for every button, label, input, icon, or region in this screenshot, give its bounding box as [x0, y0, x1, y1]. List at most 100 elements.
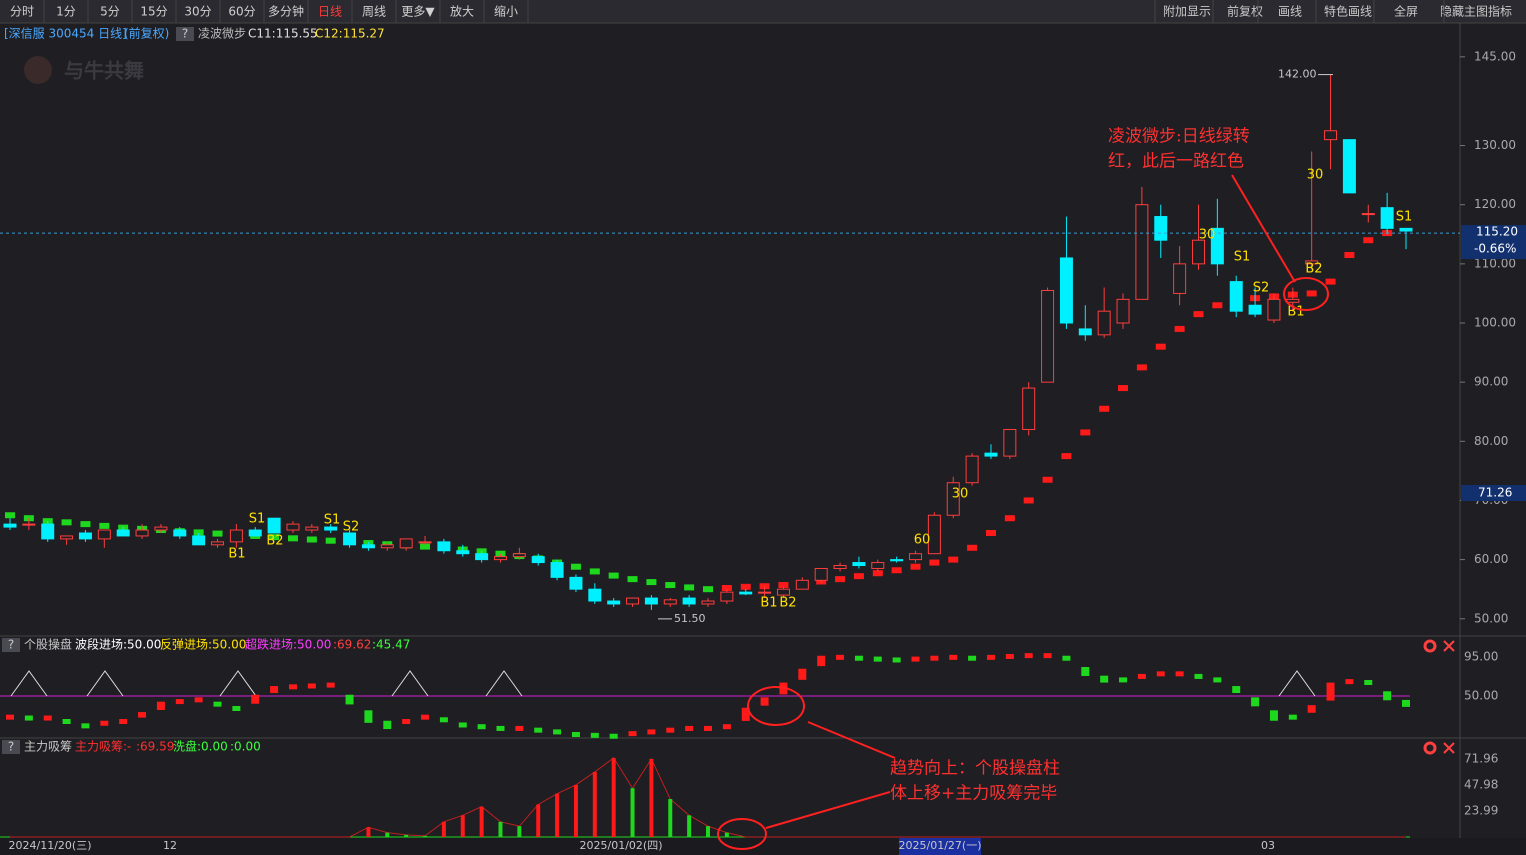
accumulation-bar	[404, 834, 409, 837]
settings-icon[interactable]	[1423, 741, 1437, 755]
toolbar-button[interactable]: 30分	[184, 5, 211, 19]
panel-title: 主力吸筹	[24, 740, 72, 754]
signal-label: 30	[1199, 228, 1216, 243]
highlight-circle	[717, 818, 767, 850]
settings-icon[interactable]	[1423, 639, 1437, 653]
trend-dot	[1325, 278, 1336, 285]
indicator-bar	[439, 717, 448, 723]
signal-label: B2	[1305, 262, 1322, 277]
accumulation-bar	[592, 771, 597, 837]
y-tick-label: 47.98	[1464, 777, 1498, 791]
trend-dot	[1155, 343, 1166, 350]
c11-label: C11:115.55	[248, 27, 318, 41]
signal-label: 30	[952, 487, 969, 502]
y-tick-label: 130.00	[1474, 138, 1516, 152]
candle-body	[512, 553, 526, 558]
candle-body	[267, 517, 281, 534]
candle-body	[1116, 298, 1130, 324]
panel-label: 反弹进场:50.00	[160, 638, 246, 652]
candle-body	[343, 532, 357, 546]
accumulation-bar	[366, 827, 371, 837]
trend-dot	[1118, 385, 1129, 392]
candle-body	[361, 544, 375, 549]
panel-label: 超跌进场:50.00	[245, 637, 331, 652]
candle-body	[3, 523, 17, 528]
indicator-bar	[892, 657, 901, 663]
toolbar-button[interactable]: 前复权	[1227, 4, 1263, 19]
help-button[interactable]: ?	[182, 27, 188, 41]
candle-body	[965, 455, 979, 484]
indicator-bar	[270, 686, 279, 693]
candle-body	[418, 541, 432, 544]
indicator-bar	[383, 720, 392, 730]
indicator-bar	[1119, 677, 1128, 683]
watermark-logo	[24, 56, 52, 84]
trend-dot	[1306, 290, 1317, 297]
trend-dot	[80, 521, 91, 528]
candle-body	[946, 482, 960, 516]
indicator-bar	[798, 668, 807, 680]
accumulation-bar	[687, 815, 692, 837]
close-icon[interactable]	[1443, 742, 1455, 754]
trend-dot	[1136, 364, 1147, 371]
indicator-bar	[930, 655, 939, 661]
indicator-bar	[1383, 691, 1392, 701]
trend-dot	[1004, 515, 1015, 522]
toolbar-button[interactable]: 缩小	[494, 4, 518, 19]
toolbar-button[interactable]: 日线	[318, 5, 342, 19]
accumulation-bar	[498, 821, 503, 837]
help-button[interactable]: ?	[8, 740, 14, 754]
toolbar-button[interactable]: 分时	[10, 5, 34, 19]
candle-body	[1041, 289, 1055, 383]
toolbar-button[interactable]: 5分	[100, 5, 120, 19]
indicator-bar	[911, 656, 920, 662]
indicator-bar	[100, 720, 109, 726]
indicator-bar	[477, 724, 486, 730]
arrow	[765, 791, 891, 829]
signal-label: B2	[266, 534, 283, 549]
toolbar-button[interactable]: 更多▼	[401, 5, 435, 19]
y-tick-label: 95.00	[1464, 649, 1498, 663]
watermark: 与牛共舞	[64, 59, 144, 83]
y-tick-label: 60.00	[1474, 552, 1508, 566]
toolbar-button[interactable]: 周线	[362, 5, 386, 19]
candle-body	[626, 597, 640, 605]
signal-label: S1	[1396, 210, 1413, 225]
toolbar-button[interactable]: 放大	[450, 4, 474, 19]
indicator-bar	[590, 732, 599, 738]
trend-dot	[212, 530, 223, 537]
signal-label: S1	[249, 512, 266, 527]
panel-label: :69.59	[136, 740, 174, 754]
cursor-label: 71.26	[1478, 486, 1512, 500]
annotation: 凌波微步:日线绿转	[1108, 127, 1250, 147]
candle-body	[795, 579, 809, 590]
toolbar-button[interactable]: 画线	[1278, 5, 1302, 19]
indicator-bar	[1364, 679, 1373, 685]
accumulation-bar	[706, 826, 710, 837]
candle-body	[701, 600, 715, 605]
adjust-label: (前复权)	[124, 26, 169, 41]
close-icon[interactable]	[1443, 640, 1455, 652]
signal-label: B1	[1287, 305, 1304, 320]
toolbar-button[interactable]: 附加显示	[1163, 5, 1211, 19]
toolbar-button[interactable]: 特色画线	[1324, 4, 1372, 19]
candle-body	[852, 562, 866, 567]
toolbar-button[interactable]: 15分	[140, 5, 167, 19]
accumulation-bar	[630, 788, 635, 837]
toolbar-button[interactable]: 全屏	[1394, 4, 1418, 19]
toolbar-button[interactable]: 60分	[228, 5, 255, 19]
toolbar-button[interactable]: 1分	[56, 5, 76, 19]
y-tick-label: 71.96	[1464, 751, 1498, 765]
panel-label: 洗盘:0.00	[173, 739, 228, 754]
toolbar-button[interactable]: 多分钟	[268, 4, 304, 19]
indicator-bar	[6, 714, 14, 720]
help-button[interactable]: ?	[8, 638, 14, 652]
trend-dot	[1193, 311, 1204, 318]
candle-body	[984, 452, 998, 457]
candle-body	[1361, 213, 1375, 216]
toolbar-button[interactable]: 隐藏主图指标	[1440, 4, 1512, 19]
trend-dot	[703, 586, 713, 593]
peak-marker	[219, 670, 257, 697]
